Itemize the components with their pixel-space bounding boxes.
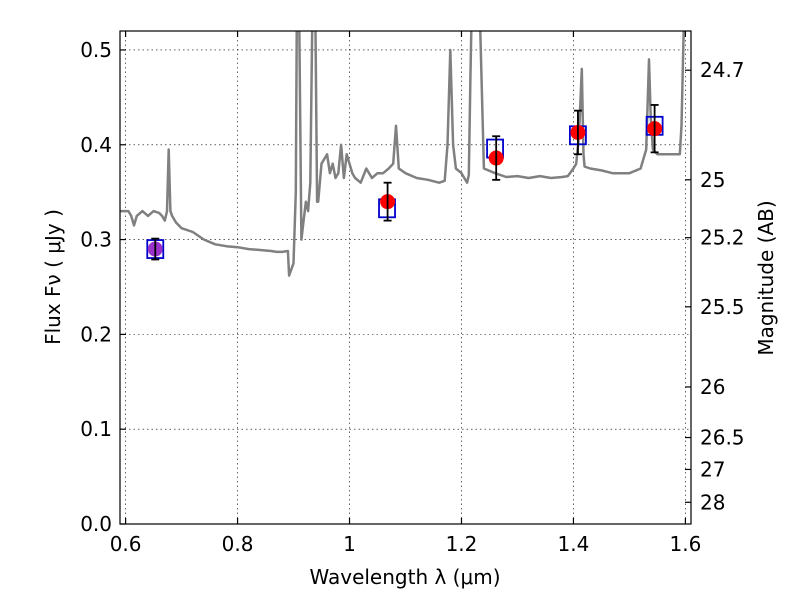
x-tick-label: 1.6 bbox=[669, 532, 701, 556]
mag-tick-label: 25.2 bbox=[700, 226, 745, 250]
mag-tick-label: 27 bbox=[700, 457, 725, 481]
y-tick-label: 0.0 bbox=[80, 512, 112, 536]
y-tick-label: 0.1 bbox=[80, 417, 112, 441]
y-tick-label: 0.4 bbox=[80, 133, 112, 157]
x-tick-label: 1.4 bbox=[558, 532, 590, 556]
y-tick-label: 0.5 bbox=[80, 38, 112, 62]
x-tick-label: 0.8 bbox=[222, 532, 254, 556]
mag-tick-label: 25.5 bbox=[700, 295, 745, 319]
x-tick-label: 1 bbox=[343, 532, 356, 556]
x-tick-label: 0.6 bbox=[110, 532, 142, 556]
plot-area bbox=[120, 31, 685, 277]
y-tick-label: 0.2 bbox=[80, 322, 112, 346]
grid-lines bbox=[120, 31, 691, 525]
mag-tick-label: 26.5 bbox=[700, 426, 745, 450]
axes: 0.6 0.8 1 1.2 1.4 1.6 0.0 0.1 0.2 0.3 0.4 0.5 24.7 25… bbox=[80, 31, 745, 556]
mag-tick-label: 26 bbox=[700, 375, 725, 399]
model-spectrum-line bbox=[120, 31, 685, 277]
mag-tick-label: 24.7 bbox=[700, 58, 745, 82]
mag-tick-label: 28 bbox=[700, 490, 725, 514]
y-tick-label: 0.3 bbox=[80, 228, 112, 252]
x-tick-label: 1.2 bbox=[446, 532, 478, 556]
x-axis-label: Wavelength λ (μm) bbox=[309, 565, 500, 589]
right-axis-label: Magnitude (AB) bbox=[754, 200, 778, 355]
y-axis-label: Flux Fν ( μJy ) bbox=[41, 209, 65, 345]
mag-tick-label: 25 bbox=[700, 168, 725, 192]
plot-frame bbox=[119, 30, 692, 525]
